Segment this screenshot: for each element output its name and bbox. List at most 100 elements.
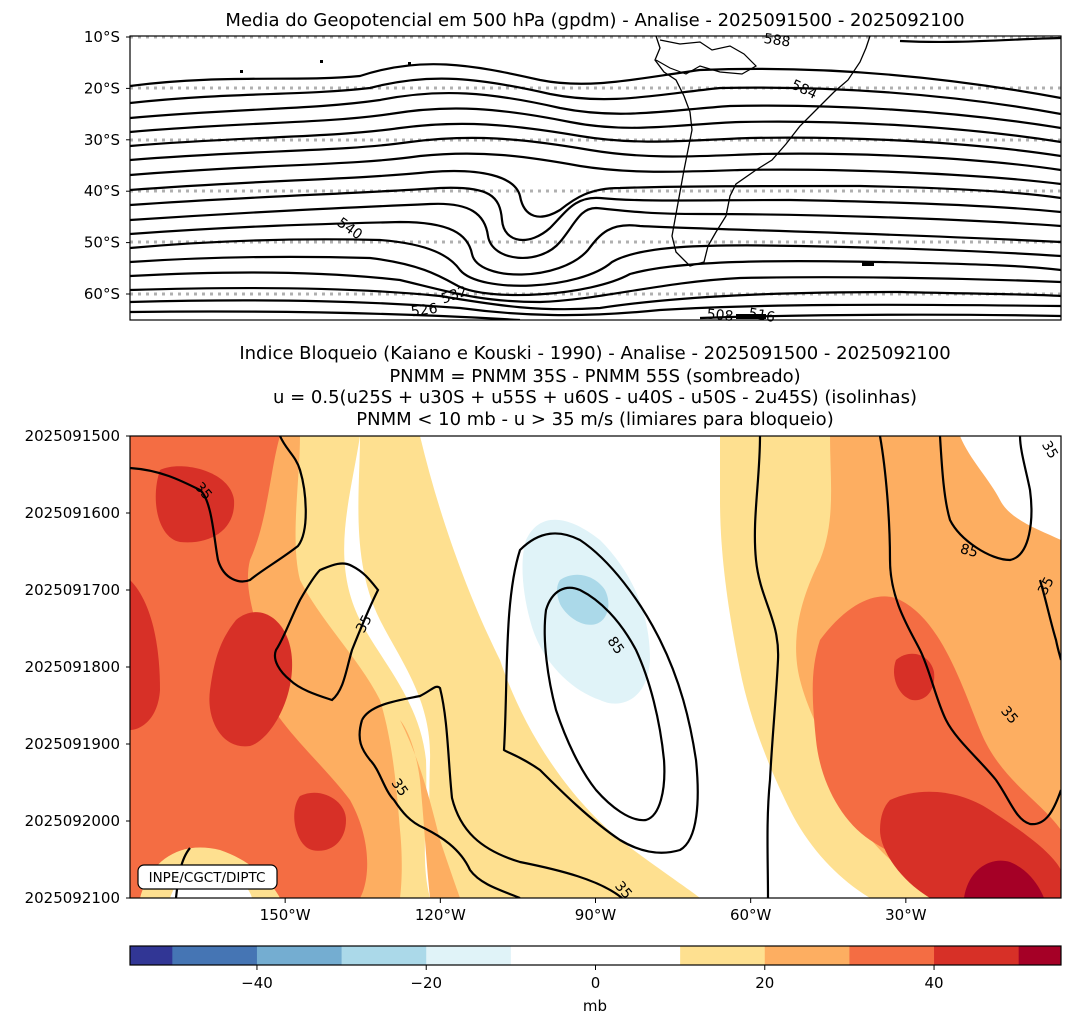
contour-556 bbox=[130, 169, 1061, 218]
contour-588 bbox=[899, 36, 1061, 44]
colorbar-segment bbox=[680, 946, 766, 965]
contour-560 bbox=[130, 152, 1061, 186]
y-tick-label: 60°S bbox=[84, 285, 120, 303]
contour-552 bbox=[130, 186, 1061, 242]
isoline-east-d bbox=[1038, 579, 1061, 661]
y-tick-label: 10°S bbox=[84, 28, 120, 46]
contour-536 bbox=[130, 255, 1061, 297]
island bbox=[240, 70, 243, 73]
y-tick-label: 2025091700 bbox=[25, 581, 120, 599]
y-tick-label: 2025091800 bbox=[25, 658, 120, 676]
isoline-east-a bbox=[753, 436, 780, 898]
credit-text: INPE/CGCT/DIPTC bbox=[149, 870, 266, 886]
contour-540 bbox=[130, 238, 1061, 287]
pnmm-shading bbox=[130, 436, 1061, 898]
shade-west-40-50d bbox=[294, 792, 346, 851]
isoline-85-outer bbox=[502, 532, 699, 854]
bottom-title-line-2: PNMM = PNMM 35S - PNMM 55S (sombreado) bbox=[389, 366, 800, 387]
contour-548 bbox=[130, 202, 1061, 260]
south-america-coastline bbox=[654, 36, 871, 267]
isoline-35-center-b bbox=[358, 719, 521, 898]
isoline-label: 35 bbox=[1038, 438, 1061, 461]
contour-544 bbox=[130, 220, 1061, 276]
credit-box-frame bbox=[137, 864, 278, 890]
colorbar-segment bbox=[172, 946, 258, 965]
colorbar-segment bbox=[130, 946, 173, 965]
colorbar-segment bbox=[510, 946, 681, 965]
colorbar-segment bbox=[1018, 946, 1062, 965]
bottom-contour-labels: 35 35 35 35 35 35 35 85 85 bbox=[191, 438, 1061, 902]
isoline-35-west-a bbox=[130, 436, 307, 583]
contour-576 bbox=[130, 91, 1061, 130]
colorbar-segment bbox=[256, 946, 343, 965]
x-tick-label: 30°W bbox=[885, 906, 927, 924]
colorbar-tick-label: 0 bbox=[591, 974, 601, 992]
contour-572 bbox=[130, 107, 1061, 144]
colorbar-tick-label: 40 bbox=[924, 974, 943, 992]
y-tick-label: 30°S bbox=[84, 131, 120, 149]
contour-520 bbox=[130, 310, 1061, 320]
colorbar: −40 −20 0 20 40 bbox=[129, 945, 1062, 992]
geopotential-contour-label: 526 bbox=[410, 301, 439, 321]
colorbar-tick-label: 20 bbox=[755, 974, 774, 992]
colorbar-segment bbox=[849, 946, 935, 965]
y-tick-label: 20°S bbox=[84, 79, 120, 97]
y-tick-label: 2025091500 bbox=[25, 427, 120, 445]
bottom-x-axis: 150°W 120°W 90°W 60°W 30°W bbox=[260, 898, 927, 924]
y-tick-label: 2025091900 bbox=[25, 735, 120, 753]
colorbar-segment bbox=[426, 946, 512, 965]
colorbar-tick-label: −20 bbox=[410, 974, 442, 992]
shade-west-40-50a bbox=[155, 466, 235, 543]
y-tick-label: 2025092000 bbox=[25, 812, 120, 830]
shade-center-20-30 bbox=[400, 720, 460, 898]
credit-box: INPE/CGCT/DIPTC bbox=[137, 864, 278, 890]
isoline-35-west-b bbox=[273, 562, 380, 702]
island bbox=[408, 62, 411, 65]
shade-west-40-50c bbox=[209, 612, 293, 747]
y-tick-label: 50°S bbox=[84, 234, 120, 252]
contour-568 bbox=[130, 122, 1061, 158]
x-tick-label: 90°W bbox=[575, 906, 617, 924]
x-tick-label: 60°W bbox=[730, 906, 772, 924]
y-tick-label: 40°S bbox=[84, 182, 120, 200]
bottom-title-line-1: Indice Bloqueio (Kaiano e Kouski - 1990)… bbox=[239, 343, 950, 364]
geopotential-contour-label: 532 bbox=[439, 283, 470, 307]
u-isolines bbox=[130, 436, 1061, 898]
isoline-east-b bbox=[878, 436, 1061, 826]
colorbar-segment bbox=[341, 946, 427, 965]
bottom-title-line-4: PNMM < 10 mb - u > 35 m/s (limiares para… bbox=[356, 409, 833, 430]
shade-center-10-20 bbox=[358, 436, 700, 898]
bottom-title-line-3: u = 0.5(u25S + u30S + u55S + u60S - u40S… bbox=[273, 387, 917, 408]
isoline-label: 85 bbox=[958, 541, 979, 561]
top-map-area bbox=[130, 36, 1061, 320]
geopotential-contour-label: 508 bbox=[706, 307, 734, 325]
contour-528 bbox=[130, 286, 1061, 311]
contour-532 bbox=[130, 271, 1061, 304]
isoline-label: 35 bbox=[353, 612, 375, 635]
shade-east-40-50a bbox=[893, 653, 935, 701]
geopotential-contour-label: 588 bbox=[763, 31, 792, 51]
colorbar-segment bbox=[764, 946, 850, 965]
top-plot-frame bbox=[129, 35, 1062, 321]
island bbox=[320, 60, 323, 63]
colorbar-tick-label: −40 bbox=[241, 974, 273, 992]
island bbox=[862, 262, 874, 266]
x-tick-label: 150°W bbox=[260, 906, 311, 924]
geopotential-contour-label: 516 bbox=[747, 306, 776, 326]
isoline-east-c bbox=[938, 436, 1033, 562]
isoline-35-center bbox=[361, 685, 623, 898]
isoline-85-inner bbox=[543, 586, 666, 822]
bottom-y-axis: 2025091500 2025091600 2025091700 2025091800… bbox=[25, 427, 130, 907]
isoline-label: 35 bbox=[1035, 574, 1057, 597]
y-tick-label: 2025091600 bbox=[25, 504, 120, 522]
contour-580 bbox=[130, 77, 1061, 116]
x-tick-label: 120°W bbox=[415, 906, 466, 924]
top-chart-title: Media do Geopotencial em 500 hPa (gpdm) … bbox=[225, 10, 964, 31]
coastline-detail bbox=[655, 39, 757, 75]
y-tick-label: 2025092100 bbox=[25, 889, 120, 907]
colorbar-label: mb bbox=[583, 997, 607, 1015]
shade-east-50plus bbox=[964, 860, 1044, 898]
hovmoller-area bbox=[130, 436, 1061, 898]
colorbar-segment bbox=[934, 946, 1020, 965]
